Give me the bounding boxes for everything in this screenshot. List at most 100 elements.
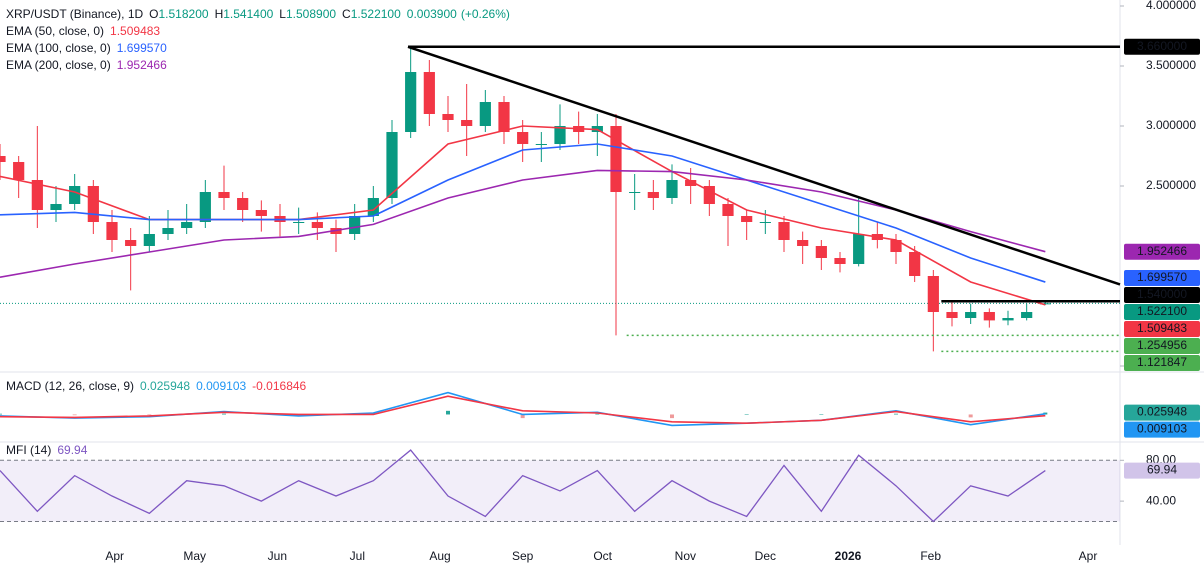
x-tick-label: 2026 [835,549,862,563]
histogram-bar [744,414,749,415]
ema-line [0,143,1046,283]
price-label: 1.952466 [1137,244,1187,258]
candle-body [685,180,697,186]
histogram-bar [894,413,898,415]
candle-body [778,222,790,240]
price-label: 1.522100 [1137,304,1187,318]
x-tick-label: Apr [1079,549,1098,563]
legend-value: 0.025948 [140,379,190,393]
legend-name: EMA (50, close, 0) [6,24,104,38]
legend-value: 1.952466 [117,58,167,72]
candle-body [965,312,977,318]
price-label: 1.699570 [1137,270,1187,284]
price-label-box [1124,243,1200,260]
candle-body [311,222,323,228]
legend-name: EMA (100, close, 0) [6,41,111,55]
candle-body [442,114,454,120]
price-label-box [1124,270,1200,286]
candle-body [31,180,43,210]
legend: EMA (100, close, 0) 1.699570 [6,41,167,55]
price-label: 1.540000 [1137,287,1187,301]
ema-line [0,169,1046,278]
candle-body [13,162,25,180]
candle-body [181,222,193,228]
candle-body [927,276,939,312]
y-tick-label: 3.000000 [1146,118,1196,132]
price-label: 69.94 [1147,463,1177,477]
candle-body [983,312,995,321]
histogram-bar [670,414,674,419]
candle-body [1002,318,1014,321]
candle-body [722,204,734,216]
price-label: 0.009103 [1137,422,1187,436]
price-label-box [1124,338,1200,354]
candle-body [106,222,118,240]
price-label-box [1124,321,1200,337]
legend-value: 0.009103 [196,379,246,393]
histogram-bar [0,413,2,415]
candle-body [853,234,865,264]
price-label: 0.025948 [1137,405,1187,419]
x-tick-label: Sep [512,549,534,563]
candle-body [1021,312,1033,318]
candle-body [946,312,958,318]
ohlc-value: 1.541400 [223,7,273,21]
candle-body [890,240,902,252]
candle-body [255,210,267,216]
y-tick-label: 3.500000 [1146,58,1196,72]
legend: EMA (200, close, 0) 1.952466 [6,58,167,72]
candle-body [367,198,379,216]
price-label-box [1124,462,1200,479]
price-label-box [1124,287,1200,303]
price-label: 1.254956 [1137,338,1187,352]
x-tick-label: Aug [429,549,450,563]
candle-body [237,198,249,210]
legend: EMA (50, close, 0) 1.509483 [6,24,160,38]
x-tick-label: Jul [350,549,365,563]
change: 0.003900 [407,7,457,21]
candle-body [834,258,846,264]
candle-body [815,246,827,258]
price-label-box [1124,355,1200,371]
change-pct: (+0.26%) [461,7,510,21]
x-tick-label: Oct [593,549,612,563]
x-tick-label: Nov [675,549,696,563]
macd-line [0,391,1046,427]
candle-body [50,204,62,210]
x-tick-label: May [183,549,206,563]
candle-body [703,186,715,204]
candle-body [797,240,809,246]
histogram-bar [222,413,226,415]
histogram-bar [1043,412,1048,415]
candle-body [218,192,230,198]
legend: MACD (12, 26, close, 9) 0.025948 0.009103-… [6,379,307,393]
price-label-box [1124,38,1200,55]
y-tick-label: 40.00 [1146,493,1176,507]
trendline [407,45,1121,286]
y-tick-label: 2.500000 [1146,178,1196,192]
price-label-box [1124,404,1200,421]
ohlc-key: H [215,7,224,21]
candle-body [759,222,771,223]
legend-value: 1.509483 [110,24,160,38]
histogram-bar [968,414,973,418]
x-tick-label: Jun [268,549,287,563]
histogram-bar [595,413,600,415]
ohlc-key: O [149,7,158,21]
candle-body [461,120,473,126]
histogram-bar [72,414,77,416]
mfi-line [0,449,1046,523]
candle-body [1039,303,1051,305]
ohlc-value: 1.518200 [159,7,209,21]
candle-body [125,240,137,246]
candle-body [87,186,99,222]
price-label: 1.121847 [1137,355,1187,369]
candle-body [405,72,417,132]
candle-body [386,132,398,198]
legend: XRP/USDT (Binance), 1D O1.518200 H1.541400… [6,7,510,21]
candle-body [293,222,305,223]
candle-body [666,180,678,198]
histogram-bar [446,410,450,415]
legend-title: MACD (12, 26, close, 9) [6,379,134,393]
